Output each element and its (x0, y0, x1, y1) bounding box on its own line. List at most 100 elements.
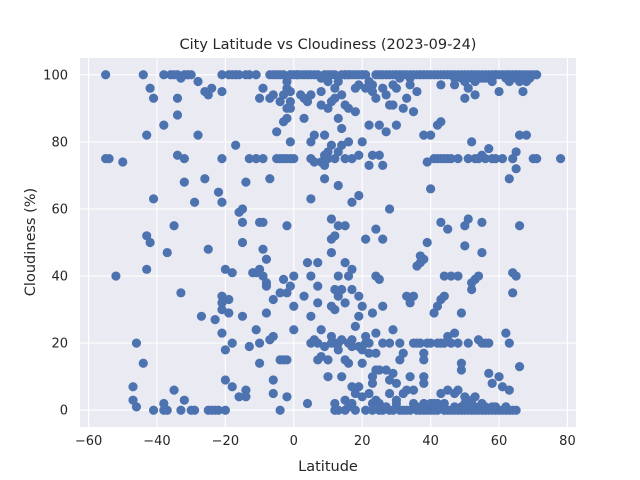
data-point (313, 338, 323, 348)
data-point (514, 130, 525, 140)
data-point (220, 345, 230, 355)
data-point (340, 258, 350, 268)
data-point (261, 254, 272, 264)
data-point (316, 325, 326, 335)
data-point (343, 358, 354, 368)
data-point (217, 298, 227, 308)
data-point (470, 90, 480, 100)
data-point (402, 93, 412, 103)
data-point (388, 100, 398, 110)
data-point (391, 395, 402, 405)
data-point (384, 338, 395, 348)
data-point (357, 301, 367, 311)
data-point (316, 86, 326, 97)
data-point (391, 120, 402, 130)
data-point (532, 70, 542, 80)
data-point (419, 130, 429, 140)
data-point (337, 335, 347, 345)
y-tick-label: 0 (60, 404, 68, 419)
data-point (172, 93, 183, 103)
data-point (268, 331, 278, 342)
data-point (405, 372, 415, 382)
data-point (501, 328, 511, 338)
data-point (504, 338, 514, 348)
data-point (361, 405, 371, 415)
data-point (244, 341, 254, 352)
data-point (258, 244, 268, 254)
data-point (268, 294, 278, 305)
data-point (278, 274, 289, 284)
data-point (514, 221, 525, 231)
data-point (456, 308, 467, 318)
data-point (227, 268, 237, 278)
data-point (302, 398, 313, 409)
data-point (169, 221, 179, 231)
data-point (224, 308, 234, 318)
data-point (169, 385, 179, 395)
data-point (289, 301, 299, 311)
data-point (371, 348, 381, 358)
data-point (145, 237, 155, 248)
data-point (467, 284, 477, 295)
data-point (374, 150, 384, 160)
data-point (265, 174, 275, 184)
data-point (179, 177, 189, 187)
data-point (319, 130, 330, 140)
data-point (367, 308, 378, 318)
data-point (330, 304, 340, 315)
data-point (337, 90, 347, 100)
data-point (371, 93, 381, 103)
data-point (289, 154, 299, 164)
data-point (193, 130, 203, 140)
data-point (456, 365, 467, 375)
data-point (484, 338, 494, 348)
data-point (354, 311, 364, 321)
data-point (138, 70, 148, 80)
data-point (319, 341, 330, 352)
data-point (333, 221, 343, 231)
data-point (251, 70, 261, 80)
data-point (477, 217, 487, 227)
data-point (193, 76, 203, 87)
data-point (258, 83, 268, 93)
data-point (343, 137, 354, 147)
data-point (340, 221, 350, 231)
data-point (367, 150, 378, 160)
data-point (453, 271, 463, 281)
data-point (439, 271, 449, 281)
data-point (285, 137, 295, 147)
data-point (176, 288, 186, 298)
data-point (491, 154, 501, 164)
data-point (384, 204, 395, 214)
data-point (374, 365, 384, 375)
data-point (241, 392, 251, 402)
data-point (217, 291, 227, 301)
data-point (254, 338, 265, 348)
data-point (118, 157, 128, 167)
data-point (354, 150, 364, 160)
data-point (463, 338, 473, 348)
data-point (484, 143, 494, 154)
data-point (148, 93, 159, 103)
data-point (162, 405, 172, 415)
data-point (268, 90, 278, 100)
data-point (436, 217, 446, 227)
data-point (514, 362, 525, 372)
data-point (241, 177, 251, 187)
data-point (179, 154, 189, 164)
data-point (384, 388, 395, 399)
data-point (227, 338, 237, 348)
data-point (497, 382, 508, 392)
data-point (306, 311, 316, 321)
data-point (378, 160, 388, 170)
data-point (419, 254, 429, 264)
data-point (323, 355, 333, 365)
data-point (439, 291, 449, 301)
data-point (443, 224, 453, 234)
data-point (131, 402, 142, 412)
data-point (275, 288, 285, 298)
data-point (364, 338, 374, 348)
data-point (333, 113, 343, 123)
data-point (258, 154, 268, 164)
data-point (422, 157, 432, 167)
